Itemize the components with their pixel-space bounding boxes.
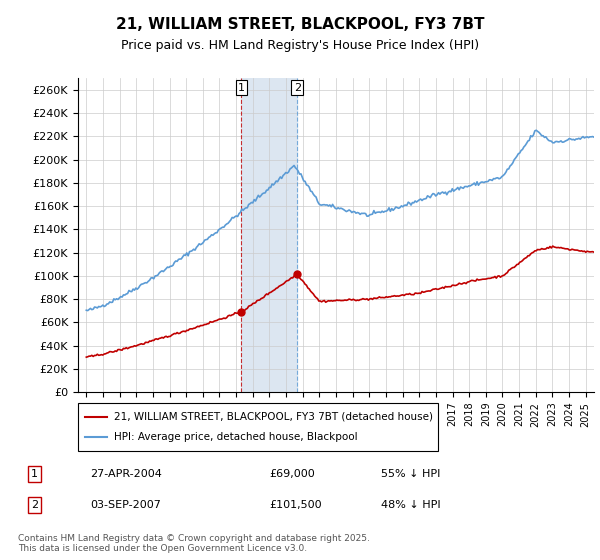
Text: 1: 1 bbox=[31, 469, 38, 479]
Text: 2: 2 bbox=[31, 500, 38, 510]
Text: 48% ↓ HPI: 48% ↓ HPI bbox=[381, 500, 440, 510]
Text: 03-SEP-2007: 03-SEP-2007 bbox=[91, 500, 161, 510]
Text: 21, WILLIAM STREET, BLACKPOOL, FY3 7BT: 21, WILLIAM STREET, BLACKPOOL, FY3 7BT bbox=[116, 17, 484, 32]
Text: £101,500: £101,500 bbox=[269, 500, 322, 510]
Text: HPI: Average price, detached house, Blackpool: HPI: Average price, detached house, Blac… bbox=[114, 432, 358, 442]
Text: 55% ↓ HPI: 55% ↓ HPI bbox=[381, 469, 440, 479]
FancyBboxPatch shape bbox=[78, 403, 438, 451]
Text: Price paid vs. HM Land Registry's House Price Index (HPI): Price paid vs. HM Land Registry's House … bbox=[121, 39, 479, 52]
Text: 1: 1 bbox=[238, 83, 245, 93]
Text: £69,000: £69,000 bbox=[269, 469, 315, 479]
Text: 27-APR-2004: 27-APR-2004 bbox=[91, 469, 163, 479]
Text: 2: 2 bbox=[293, 83, 301, 93]
Text: Contains HM Land Registry data © Crown copyright and database right 2025.
This d: Contains HM Land Registry data © Crown c… bbox=[18, 534, 370, 553]
Bar bbox=[241, 78, 297, 392]
Text: 21, WILLIAM STREET, BLACKPOOL, FY3 7BT (detached house): 21, WILLIAM STREET, BLACKPOOL, FY3 7BT (… bbox=[114, 412, 433, 422]
